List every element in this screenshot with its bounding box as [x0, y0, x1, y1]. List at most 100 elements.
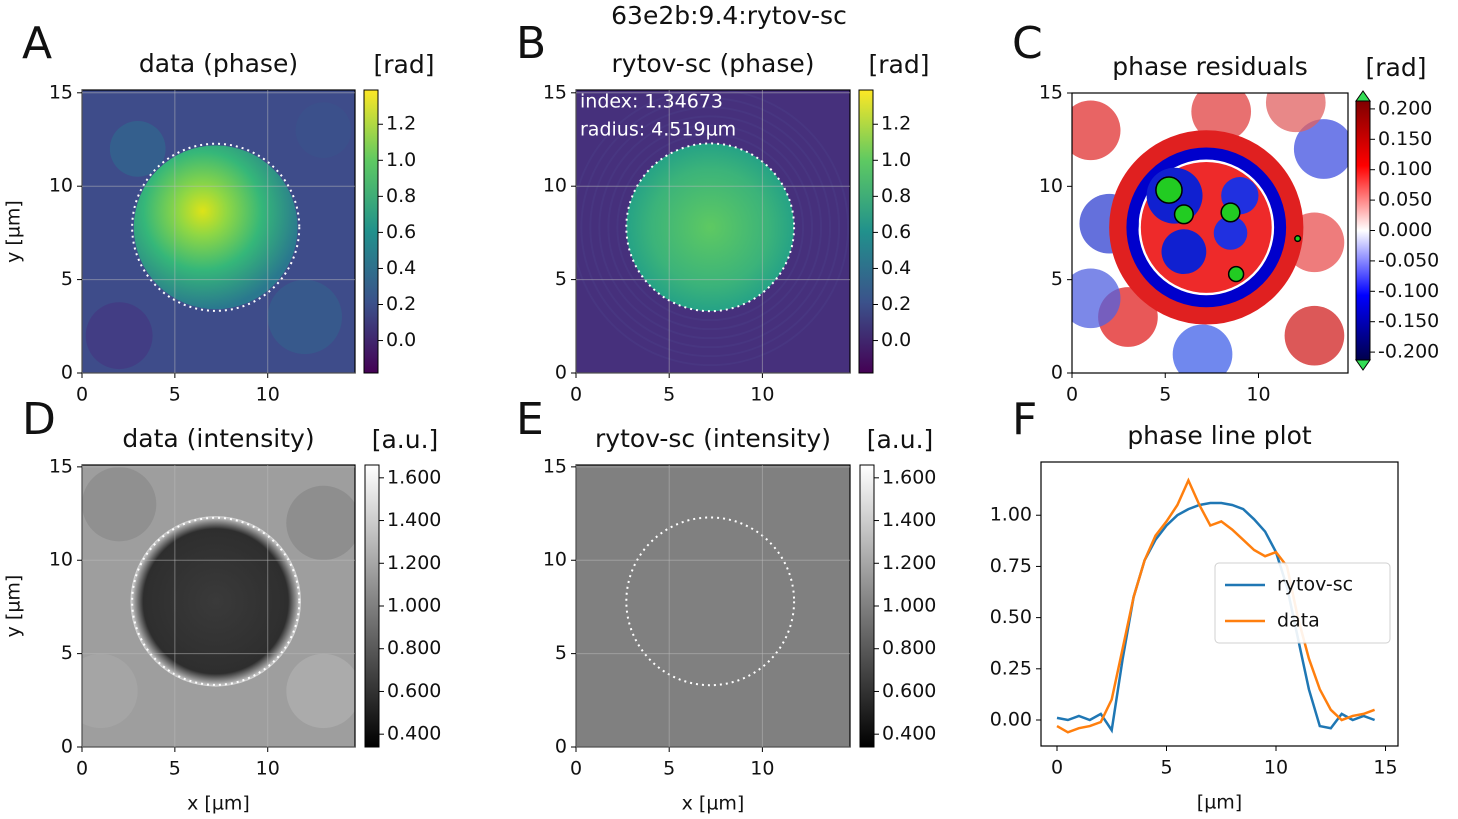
image-cell	[626, 143, 795, 312]
y-tick-label: 15	[49, 455, 73, 477]
series-line	[1056, 501, 1376, 734]
y-tick-label: 15	[543, 81, 567, 103]
colorbar-tick-label: 1.0	[881, 149, 911, 171]
image-ring	[589, 106, 832, 349]
panel-letter: F	[1012, 394, 1037, 445]
colorbar-tick-label: 0.800	[387, 637, 441, 659]
image-blob	[286, 653, 355, 729]
y-tick-label: 0.25	[990, 657, 1032, 679]
axes-frame	[1040, 461, 1399, 747]
x-tick-label: 5	[169, 758, 181, 780]
colorbar-tick-label: 1.2	[881, 113, 911, 135]
colorbar	[859, 464, 875, 748]
colorbar-tick-label: 1.600	[387, 466, 441, 488]
y-tick-label: 0.50	[990, 606, 1032, 628]
axes-frame	[1071, 92, 1349, 374]
legend-label: rytov-sc	[1277, 574, 1353, 596]
legend	[1214, 562, 1391, 644]
image-ring	[580, 97, 841, 358]
y-tick-label: 0	[61, 736, 73, 758]
colorbar-tick-label: 0.0	[386, 329, 416, 351]
colorbar-tick-label: 1.000	[387, 595, 441, 617]
image	[576, 465, 850, 747]
image-blob	[1072, 100, 1121, 161]
y-tick-label: 0	[555, 736, 567, 758]
x-tick-label: 5	[1160, 757, 1172, 779]
image	[82, 465, 355, 747]
x-tick-label: 5	[663, 758, 675, 780]
image-blob	[1294, 235, 1302, 243]
colorbar-tick-label: 0.2	[386, 293, 416, 315]
y-tick-label: 0	[1051, 362, 1063, 384]
colorbar-tick-label: 1.400	[387, 509, 441, 531]
panel-title: data (phase)	[139, 49, 298, 78]
panel-title: rytov-sc (phase)	[612, 49, 815, 78]
colorbar-tick-label: 1.0	[386, 149, 416, 171]
colorbar-tick-label: 0.600	[387, 680, 441, 702]
y-axis-label: y [µm]	[3, 200, 25, 263]
colorbar-tick-label: 0.2	[881, 293, 911, 315]
image-ring	[616, 133, 805, 322]
colorbar-tick-label: 1.2	[386, 113, 416, 135]
colorbar-tick-label: 0.200	[1378, 97, 1432, 119]
panel-letter: A	[22, 18, 52, 69]
x-tick-label: 5	[169, 384, 181, 406]
colorbar-tick-label: 0.400	[882, 723, 936, 745]
y-tick-label: 1.00	[990, 504, 1032, 526]
image-ring	[1126, 147, 1287, 308]
x-tick-label: 0	[76, 384, 88, 406]
y-tick-label: 5	[61, 268, 73, 290]
fit-outline	[625, 142, 796, 313]
y-tick-label: 15	[1039, 82, 1063, 104]
panel-letter: D	[22, 394, 56, 445]
y-tick-label: 10	[543, 549, 567, 571]
y-tick-label: 5	[61, 642, 73, 664]
colorbar-tick-label: 0.8	[881, 185, 911, 207]
y-axis-label: y [µm]	[3, 575, 25, 638]
x-tick-label: 10	[750, 758, 774, 780]
colorbar-tick-label: 0.050	[1378, 189, 1432, 211]
colorbar-tick-label: 0.000	[1378, 219, 1432, 241]
y-tick-label: 15	[543, 455, 567, 477]
image-blob	[82, 653, 138, 729]
y-tick-label: 10	[49, 175, 73, 197]
x-tick-label: 10	[1264, 757, 1288, 779]
y-tick-label: 0	[555, 362, 567, 384]
x-tick-label: 0	[1051, 757, 1063, 779]
image-blob	[85, 302, 153, 370]
colorbar-tick-label: 0.100	[1378, 158, 1432, 180]
image-blob	[1161, 229, 1207, 275]
colorbar-extend	[1355, 90, 1371, 102]
x-axis-label: x [µm]	[187, 793, 250, 815]
panel-title: phase residuals	[1112, 52, 1307, 81]
image-blob	[82, 467, 157, 542]
image-blob	[1284, 305, 1345, 366]
colorbar-tick-label: 1.000	[882, 595, 936, 617]
panel-letter: C	[1012, 18, 1043, 69]
x-tick-label: 10	[256, 758, 280, 780]
image-blob	[286, 485, 355, 561]
x-axis-label: [µm]	[1197, 792, 1242, 814]
annotation: index: 1.34673	[580, 91, 723, 113]
colorbar-tick-label: -0.150	[1378, 310, 1439, 332]
y-tick-label: 5	[1051, 268, 1063, 290]
panel-letter: E	[516, 394, 544, 445]
figure-title: 63e2b:9.4:rytov-sc	[611, 1, 847, 30]
series-line	[1056, 477, 1376, 734]
colorbar	[858, 89, 874, 374]
colorbar-tick-label: 0.0	[881, 329, 911, 351]
colorbar-label: [rad]	[374, 50, 435, 79]
image-blob	[1293, 119, 1348, 179]
image-cell	[133, 145, 298, 310]
colorbar-label: [rad]	[1366, 53, 1427, 82]
panel-title: phase line plot	[1127, 421, 1312, 450]
panel-letter: B	[516, 18, 546, 69]
colorbar-label: [a.u.]	[867, 425, 934, 454]
y-tick-label: 10	[543, 175, 567, 197]
colorbar-label: [a.u.]	[372, 425, 439, 454]
image-blob	[1220, 202, 1241, 223]
colorbar-tick-label: 0.6	[386, 221, 416, 243]
image-blob	[267, 279, 342, 355]
x-axis-label: x [µm]	[682, 793, 745, 815]
